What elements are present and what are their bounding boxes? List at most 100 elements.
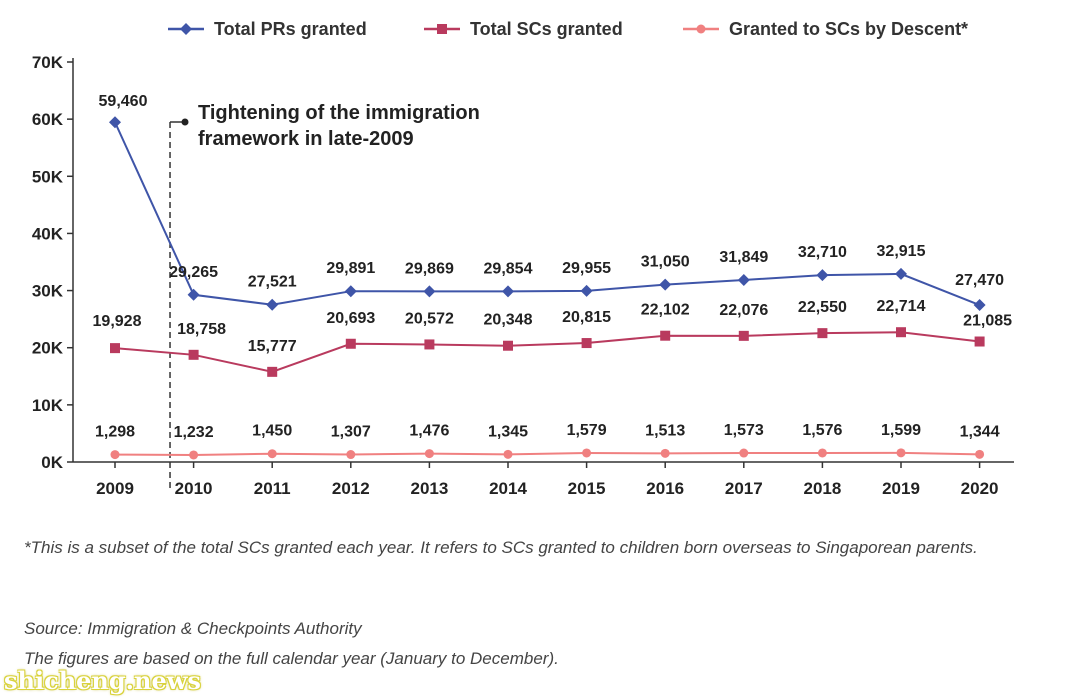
x-tick-label: 2014 bbox=[489, 479, 527, 498]
legend-marker bbox=[696, 24, 706, 34]
data-label: 20,815 bbox=[562, 309, 611, 326]
data-label: 1,298 bbox=[95, 424, 135, 441]
chart-axes: 0K 10K 20K 30K 40K 50K 60K 70K 2009 2010 2011 2012 2… bbox=[32, 53, 1014, 498]
watermark-logo: shicheng.news bbox=[4, 666, 201, 695]
data-label: 31,050 bbox=[641, 254, 690, 271]
data-label: 20,348 bbox=[484, 312, 533, 329]
data-point bbox=[974, 336, 985, 347]
data-point bbox=[344, 285, 357, 298]
data-label: 59,460 bbox=[99, 93, 148, 110]
data-point bbox=[267, 449, 277, 459]
data-point bbox=[582, 448, 592, 458]
data-label: 1,450 bbox=[252, 423, 292, 440]
data-label: 31,849 bbox=[719, 249, 768, 266]
data-point bbox=[345, 338, 356, 349]
line-chart: Total PRs granted Total SCs granted Grante… bbox=[32, 19, 1014, 498]
x-tick-label: 2016 bbox=[646, 479, 684, 498]
y-tick-label: 40K bbox=[32, 224, 64, 243]
data-label: 1,476 bbox=[409, 423, 449, 440]
series-1: 59,460 29,265 27,521 29,891 29,869 29,854 29,9… bbox=[99, 93, 1004, 312]
data-label: 29,955 bbox=[562, 260, 611, 277]
data-point bbox=[739, 448, 749, 458]
chart-annotation: Tightening of the immigration framework i… bbox=[169, 102, 480, 490]
data-point bbox=[581, 338, 592, 349]
data-point bbox=[266, 298, 279, 311]
data-point bbox=[110, 343, 120, 354]
data-point bbox=[660, 448, 670, 458]
y-tick-label: 0K bbox=[41, 453, 63, 472]
data-point bbox=[659, 278, 672, 291]
data-label: 1,599 bbox=[881, 422, 921, 439]
data-point bbox=[817, 328, 828, 339]
data-label: 21,085 bbox=[963, 313, 1012, 330]
y-tick-label: 20K bbox=[32, 339, 64, 358]
data-point bbox=[110, 450, 120, 460]
data-point bbox=[737, 274, 750, 287]
data-point bbox=[895, 267, 907, 280]
x-tick-label: 2015 bbox=[568, 479, 606, 498]
x-tick-label: 2020 bbox=[961, 479, 999, 498]
data-point bbox=[580, 284, 593, 297]
y-tick-label: 60K bbox=[32, 110, 64, 129]
x-tick-label: 2019 bbox=[882, 479, 920, 498]
x-tick-label: 2013 bbox=[410, 479, 448, 498]
data-point bbox=[503, 449, 513, 459]
series-3: 1,298 1,232 1,450 1,307 1,476 1,345 1,579 1,513… bbox=[95, 422, 1000, 460]
calendar-year-note: The figures are based on the full calend… bbox=[24, 649, 559, 668]
data-label: 27,470 bbox=[955, 272, 1004, 289]
data-label: 22,076 bbox=[719, 302, 768, 319]
data-point bbox=[816, 269, 829, 282]
data-point bbox=[896, 327, 906, 338]
data-label: 18,758 bbox=[177, 321, 226, 338]
chart-series: 59,460 29,265 27,521 29,891 29,869 29,854 29,9… bbox=[93, 93, 1012, 460]
data-point bbox=[975, 449, 985, 459]
data-point bbox=[189, 450, 199, 460]
data-point bbox=[896, 448, 906, 458]
data-label: 20,693 bbox=[326, 310, 375, 327]
legend-marker bbox=[437, 24, 447, 34]
data-label: 22,714 bbox=[877, 298, 926, 315]
data-point bbox=[738, 330, 749, 341]
annotation-dot bbox=[181, 118, 189, 126]
footnote-subset-note: *This is a subset of the total SCs grant… bbox=[24, 538, 978, 557]
data-label: 1,513 bbox=[645, 422, 685, 439]
y-tick-label: 70K bbox=[32, 53, 64, 72]
data-point bbox=[267, 366, 278, 377]
legend-item: Total PRs granted bbox=[168, 19, 367, 39]
data-point bbox=[502, 285, 514, 298]
series-2: 19,928 18,758 15,777 20,693 20,572 20,348 20,8… bbox=[93, 298, 1012, 377]
data-label: 22,102 bbox=[641, 302, 690, 319]
data-label: 1,344 bbox=[960, 423, 1000, 440]
data-label: 32,710 bbox=[798, 244, 847, 261]
x-tick-label: 2011 bbox=[254, 479, 291, 498]
data-label: 29,854 bbox=[484, 260, 533, 277]
data-point bbox=[187, 288, 200, 301]
data-label: 1,573 bbox=[724, 422, 764, 439]
data-point bbox=[973, 299, 986, 312]
legend-label: Total SCs granted bbox=[470, 19, 623, 39]
data-label: 29,265 bbox=[169, 264, 218, 281]
y-tick-label: 10K bbox=[32, 396, 64, 415]
data-label: 1,576 bbox=[802, 422, 842, 439]
data-label: 27,521 bbox=[248, 274, 297, 291]
data-label: 29,869 bbox=[405, 260, 454, 277]
data-point bbox=[346, 450, 356, 460]
data-point bbox=[109, 116, 121, 129]
chart-legend: Total PRs granted Total SCs granted Grante… bbox=[168, 19, 968, 39]
data-label: 1,307 bbox=[331, 424, 371, 441]
legend-item: Granted to SCs by Descent* bbox=[683, 19, 968, 39]
legend-label: Granted to SCs by Descent* bbox=[729, 19, 968, 39]
x-tick-label: 2018 bbox=[803, 479, 841, 498]
data-point bbox=[188, 349, 199, 360]
data-label: 1,579 bbox=[567, 422, 607, 439]
data-label: 22,550 bbox=[798, 299, 847, 316]
data-point bbox=[423, 285, 436, 298]
series-line bbox=[114, 451, 980, 456]
data-label: 19,928 bbox=[93, 313, 142, 330]
legend-marker bbox=[180, 23, 192, 35]
legend-label: Total PRs granted bbox=[214, 19, 367, 39]
x-tick-label: 2012 bbox=[332, 479, 370, 498]
data-label: 15,777 bbox=[248, 338, 297, 355]
data-point bbox=[503, 340, 513, 351]
data-point bbox=[424, 339, 435, 350]
